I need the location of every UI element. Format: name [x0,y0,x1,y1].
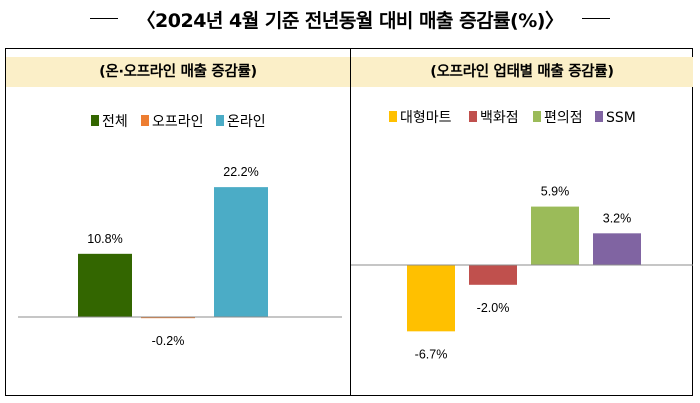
data-label: -2.0% [477,301,510,315]
legend-item: 온라인 [216,114,266,130]
legend-label: 대형마트 [400,110,452,126]
legend-swatch [389,111,397,122]
legend-label: 편의점 [544,110,583,126]
panel-title-online-offline: (온·오프라인 매출 증감률) [6,57,350,87]
title-rule-right [582,18,610,19]
bar [141,317,195,319]
legend-label: 오프라인 [152,114,204,130]
bar [469,265,517,285]
legend-label: 백화점 [480,110,519,126]
data-label: 3.2% [603,211,632,225]
panel-online-offline: (온·오프라인 매출 증감률) 전체 오프라인 온라인 10.8% -0.2% 22.2% [6,49,350,395]
legend-item: 편의점 [533,110,583,126]
legend-swatch [216,115,224,126]
data-label: 22.2% [223,165,258,179]
legend-label: 전체 [102,114,128,130]
panel-title-offline-format: (오프라인 업태별 매출 증감률) [351,57,693,87]
bar [407,265,455,332]
legend-item: 대형마트 [389,110,452,126]
data-label: -0.2% [152,334,185,348]
legend-item: 백화점 [469,110,519,126]
main-title: 〈2024년 4월 기준 전년동월 대비 매출 증감률(%)〉 [136,10,564,32]
charts-frame: (온·오프라인 매출 증감률) 전체 오프라인 온라인 10.8% -0.2% 22.2%… [5,48,693,396]
legend-swatch [533,111,541,122]
bar [531,206,579,265]
bar [78,253,132,317]
legend-swatch [91,115,99,126]
data-label: -6.7% [415,347,448,361]
legend-item: SSM [595,110,636,126]
data-label: 10.8% [87,232,122,246]
chart-online-offline: 전체 오프라인 온라인 10.8% -0.2% 22.2% [18,114,342,348]
data-label: 5.9% [541,185,570,199]
legend-label: 온라인 [227,114,266,130]
chart-offline-format: 대형마트 백화점 편의점 SSM -6.7% -2.0% 5.9% 3.2% [351,110,693,361]
panel-offline-format: (오프라인 업태별 매출 증감률) 대형마트 백화점 편의점 SSM -6.7% -2.0… [350,49,693,395]
legend-label: SSM [606,110,636,126]
legend-swatch [595,111,603,122]
legend-item: 오프라인 [141,114,204,130]
bar [214,187,268,317]
legend-swatch [469,111,477,122]
bar [593,233,641,265]
legend-swatch [141,115,149,126]
title-rule-left [90,18,118,19]
legend-item: 전체 [91,114,128,130]
